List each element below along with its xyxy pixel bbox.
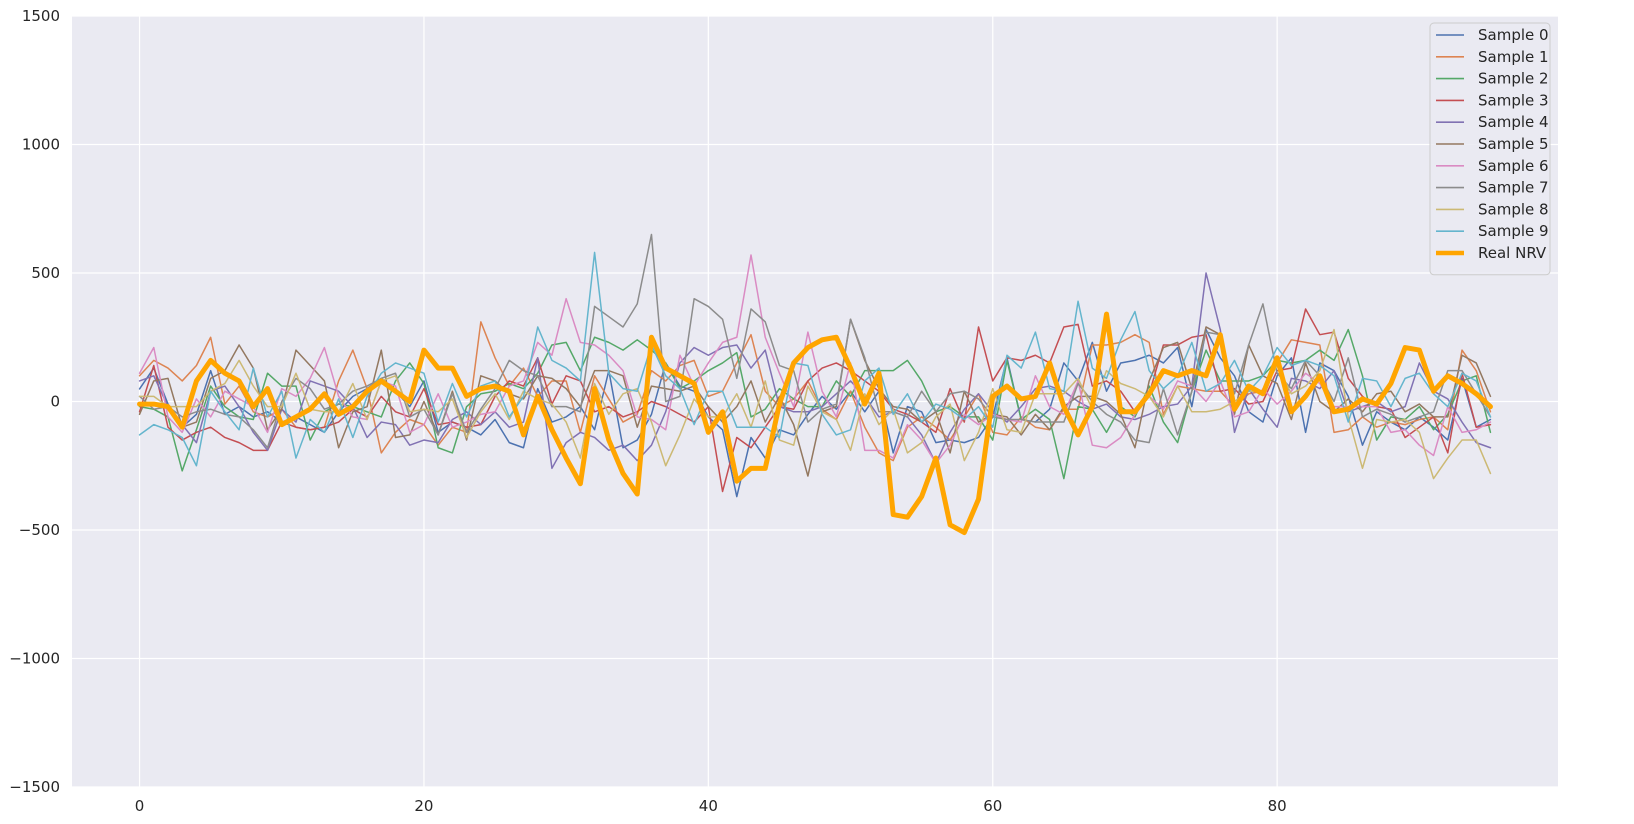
legend-label: Sample 4	[1478, 113, 1549, 131]
legend-label: Sample 5	[1478, 135, 1549, 153]
y-tick-label: 1500	[22, 7, 60, 25]
series-line-sample-3	[138, 308, 1492, 493]
series-line-sample-2	[138, 328, 1492, 480]
y-tick-label: −1000	[9, 650, 60, 668]
series-line-sample-9	[138, 251, 1492, 467]
x-tick-label: 80	[1268, 797, 1287, 815]
y-tick-label: 1000	[22, 136, 60, 154]
legend-label: Sample 0	[1478, 26, 1549, 44]
legend-label: Real NRV	[1478, 244, 1547, 262]
series-lines	[137, 233, 1493, 536]
legend-label: Sample 3	[1478, 91, 1549, 109]
legend-label: Sample 2	[1478, 70, 1549, 88]
x-tick-label: 0	[135, 797, 145, 815]
y-tick-label: 500	[31, 264, 60, 282]
y-tick-label: 0	[50, 393, 60, 411]
series-line-sample-0	[138, 328, 1492, 498]
legend-label: Sample 1	[1478, 48, 1549, 66]
series-line-sample-4	[138, 272, 1492, 470]
legend-label: Sample 8	[1478, 200, 1549, 218]
legend-box	[1429, 22, 1551, 276]
legend-label: Sample 6	[1478, 157, 1549, 175]
legend-label: Sample 9	[1478, 222, 1549, 240]
y-tick-label: −1500	[9, 778, 60, 796]
x-tick-label: 60	[983, 797, 1002, 815]
legend-label: Sample 7	[1478, 179, 1549, 197]
x-tick-label: 40	[699, 797, 718, 815]
y-tick-label: −500	[19, 521, 60, 539]
series-line-real-nrv	[137, 311, 1493, 536]
x-tick-label: 20	[414, 797, 433, 815]
series-line-sample-5	[138, 318, 1492, 477]
legend: Sample 0 Sample 1 Sample 2 Sample 3 Sample 4…	[1429, 22, 1551, 276]
x-axis: 0 20 40 60 80	[135, 797, 1287, 815]
y-axis: −1500 −1000 −500 0 500 1000 1500	[9, 7, 60, 796]
series-line-sample-7	[138, 233, 1492, 449]
